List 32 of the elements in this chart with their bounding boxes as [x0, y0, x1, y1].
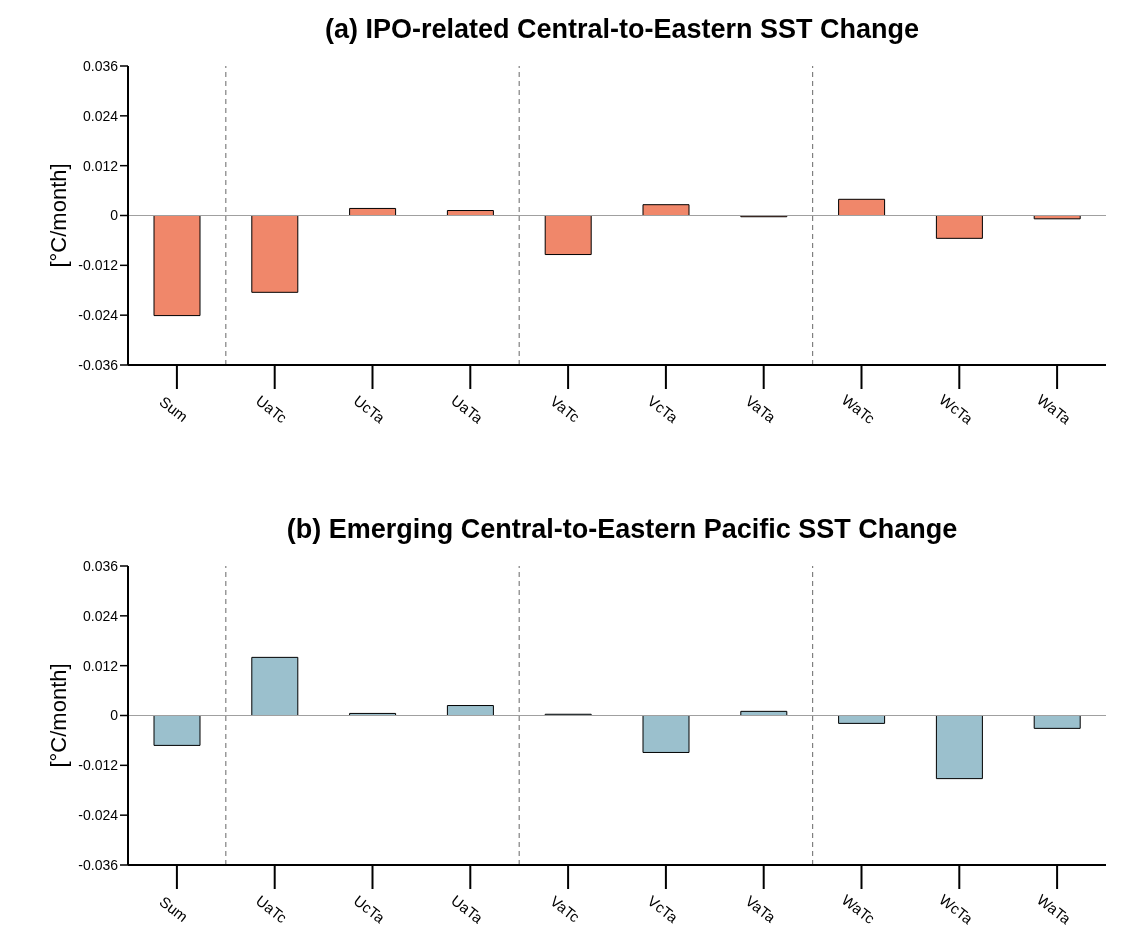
y-tick-label: 0.012: [82, 157, 119, 174]
y-tick-label: -0.024: [78, 807, 119, 824]
bar: [153, 215, 201, 317]
y-tick-label: 0.012: [82, 657, 119, 674]
x-tick-label: Sum: [156, 892, 192, 926]
bar: [251, 215, 299, 293]
y-axis-title: [°C/month]: [45, 163, 71, 268]
y-tick-label: -0.036: [78, 356, 119, 373]
y-tick-label: 0.036: [82, 57, 119, 74]
y-tick-label: 0: [110, 207, 119, 224]
y-tick-label: -0.024: [78, 307, 119, 324]
bar: [544, 215, 592, 256]
bar: [935, 215, 983, 239]
y-tick-label: 0.024: [82, 607, 119, 624]
bar: [153, 715, 201, 746]
bar: [935, 715, 983, 780]
x-tick-label: Sum: [156, 392, 192, 426]
y-axis-title: [°C/month]: [45, 663, 71, 768]
y-tick-label: 0: [110, 707, 119, 724]
y-tick-label: 0.036: [82, 557, 119, 574]
bar: [446, 705, 494, 716]
y-tick-label: -0.036: [78, 856, 119, 873]
bar: [642, 204, 690, 216]
chart-title: (b) Emerging Central-to-Eastern Pacific SST Change: [285, 514, 959, 545]
y-tick-label: -0.012: [78, 757, 119, 774]
bar: [838, 198, 886, 216]
y-tick-label: 0.024: [82, 107, 119, 124]
bar: [1033, 715, 1081, 729]
bar: [642, 715, 690, 753]
chart-title: (a) IPO-related Central-to-Eastern SST Change: [323, 14, 921, 45]
bar: [251, 656, 299, 716]
y-tick-label: -0.012: [78, 257, 119, 274]
